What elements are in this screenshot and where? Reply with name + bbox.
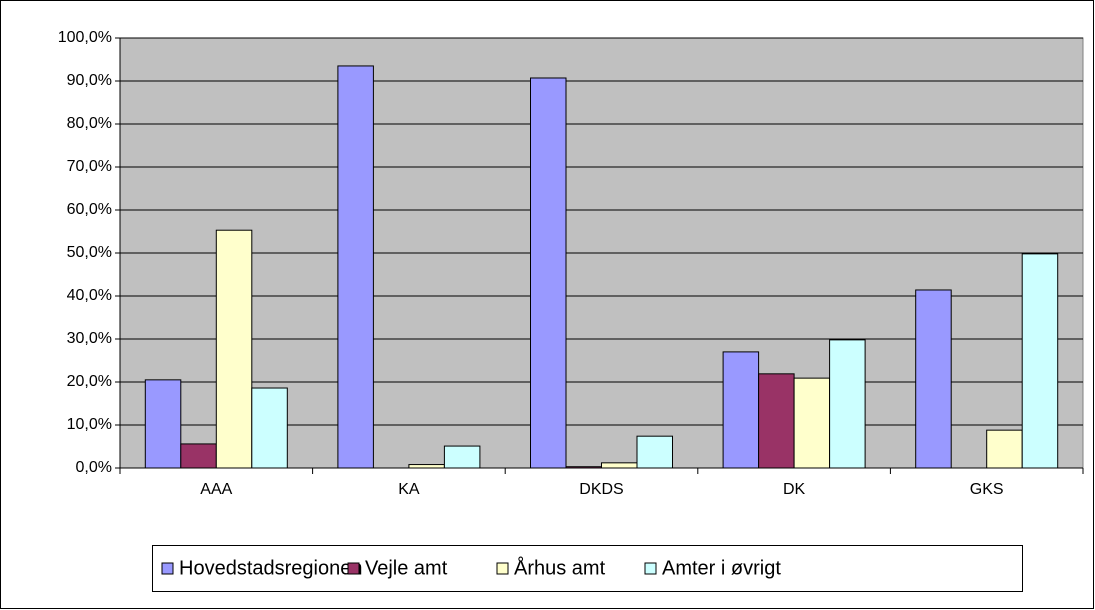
bar [601, 462, 638, 469]
bar [565, 466, 602, 469]
bar [1021, 253, 1059, 469]
legend-swatch [161, 562, 174, 575]
bar [530, 77, 567, 469]
legend-swatch [347, 562, 360, 575]
y-tick-label: 100,0% [58, 29, 112, 46]
y-tick-label: 70,0% [67, 158, 112, 175]
bar [915, 289, 952, 469]
bar [251, 387, 288, 469]
bar [443, 445, 481, 469]
x-tick-label: DK [783, 481, 806, 498]
x-tick-label: DKDS [579, 481, 623, 498]
legend-label: Amter i øvrigt [662, 557, 781, 579]
legend-label: Hovedstadsregionen [179, 557, 362, 579]
bar [144, 379, 182, 469]
bar [722, 351, 760, 469]
y-tick-label: 60,0% [67, 201, 112, 218]
bar [337, 65, 374, 469]
y-tick-label: 30,0% [67, 330, 112, 347]
bar [408, 464, 445, 469]
y-tick-label: 10,0% [67, 416, 112, 433]
x-tick-label: KA [398, 481, 420, 498]
y-tick-label: 40,0% [67, 287, 112, 304]
y-tick-label: 0,0% [76, 459, 112, 476]
legend-label: Vejle amt [365, 557, 448, 579]
legend-swatch [496, 562, 509, 575]
y-tick-label: 80,0% [67, 115, 112, 132]
bar [758, 373, 795, 469]
y-tick-label: 50,0% [67, 244, 112, 261]
legend-label: Århus amt [514, 556, 606, 579]
bar [636, 435, 673, 469]
x-tick-label: AAA [200, 481, 232, 498]
bar [986, 429, 1023, 469]
bar [215, 229, 253, 469]
legend-swatch [644, 562, 657, 575]
y-tick-label: 20,0% [67, 373, 112, 390]
x-tick-label: GKS [970, 481, 1004, 498]
y-tick-label: 90,0% [67, 72, 112, 89]
bar [180, 443, 217, 469]
bar [829, 339, 866, 469]
legend-box [152, 545, 1023, 592]
bar [793, 377, 831, 469]
